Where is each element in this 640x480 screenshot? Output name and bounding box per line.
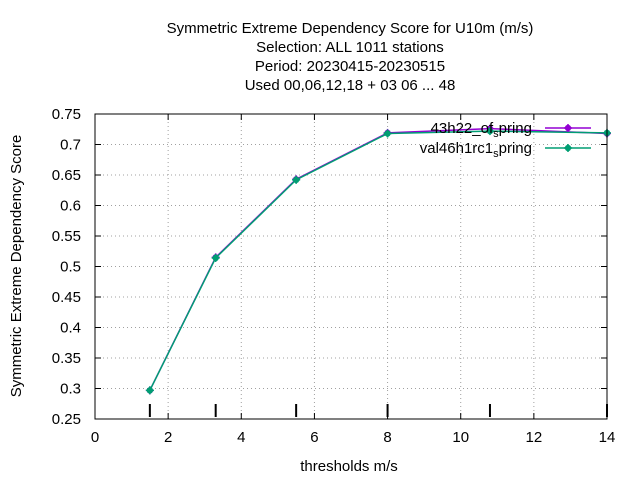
x-tick-label: 8 bbox=[383, 429, 391, 446]
x-tick-label: 0 bbox=[91, 429, 99, 446]
series-line bbox=[149, 130, 608, 391]
y-tick-label: 0.35 bbox=[52, 350, 81, 367]
plot-frame bbox=[94, 113, 608, 420]
x-tick-label: 2 bbox=[164, 429, 172, 446]
y-tick-label: 0.7 bbox=[60, 137, 81, 154]
y-tick-label: 0.6 bbox=[60, 198, 81, 215]
x-tick-label: 14 bbox=[599, 429, 616, 446]
legend-label: 43h22_ofspring bbox=[431, 120, 532, 140]
title-line-1: Symmetric Extreme Dependency Score for U… bbox=[167, 20, 534, 37]
x-tick-label: 4 bbox=[237, 429, 245, 446]
title-line-2: Selection: ALL 1011 stations bbox=[256, 39, 444, 56]
y-tick-label: 0.25 bbox=[52, 411, 81, 428]
series-layer bbox=[145, 124, 611, 395]
title-line-3: Period: 20230415-20230515 bbox=[255, 58, 445, 75]
series-2 bbox=[145, 127, 611, 395]
chart-title: Symmetric Extreme Dependency Score for U… bbox=[167, 20, 534, 94]
y-tick-label: 0.65 bbox=[52, 167, 81, 184]
x-axis-ticks: 0 2 4 6 8 10 12 14 bbox=[91, 114, 616, 446]
legend-label: val46h1rc1spring bbox=[420, 140, 532, 160]
x-tick-label: 10 bbox=[452, 429, 469, 446]
y-axis-label: Symmetric Extreme Dependency Score bbox=[8, 135, 25, 398]
grid bbox=[95, 114, 607, 419]
x-axis-label: thresholds m/s bbox=[300, 458, 398, 475]
x-tick-label: 6 bbox=[310, 429, 318, 446]
legend-entry-2: val46h1rc1spring bbox=[420, 140, 591, 160]
y-tick-label: 0.75 bbox=[52, 106, 81, 123]
y-tick-label: 0.45 bbox=[52, 289, 81, 306]
y-tick-label: 0.55 bbox=[52, 228, 81, 245]
y-tick-label: 0.3 bbox=[60, 381, 81, 398]
x-tick-label: 12 bbox=[526, 429, 543, 446]
legend-entry-1: 43h22_ofspring bbox=[431, 120, 591, 140]
y-tick-label: 0.4 bbox=[60, 320, 81, 337]
title-line-4: Used 00,06,12,18 + 03 06 ... 48 bbox=[245, 77, 456, 94]
threshold-marks bbox=[148, 404, 608, 417]
y-tick-label: 0.5 bbox=[60, 259, 81, 276]
